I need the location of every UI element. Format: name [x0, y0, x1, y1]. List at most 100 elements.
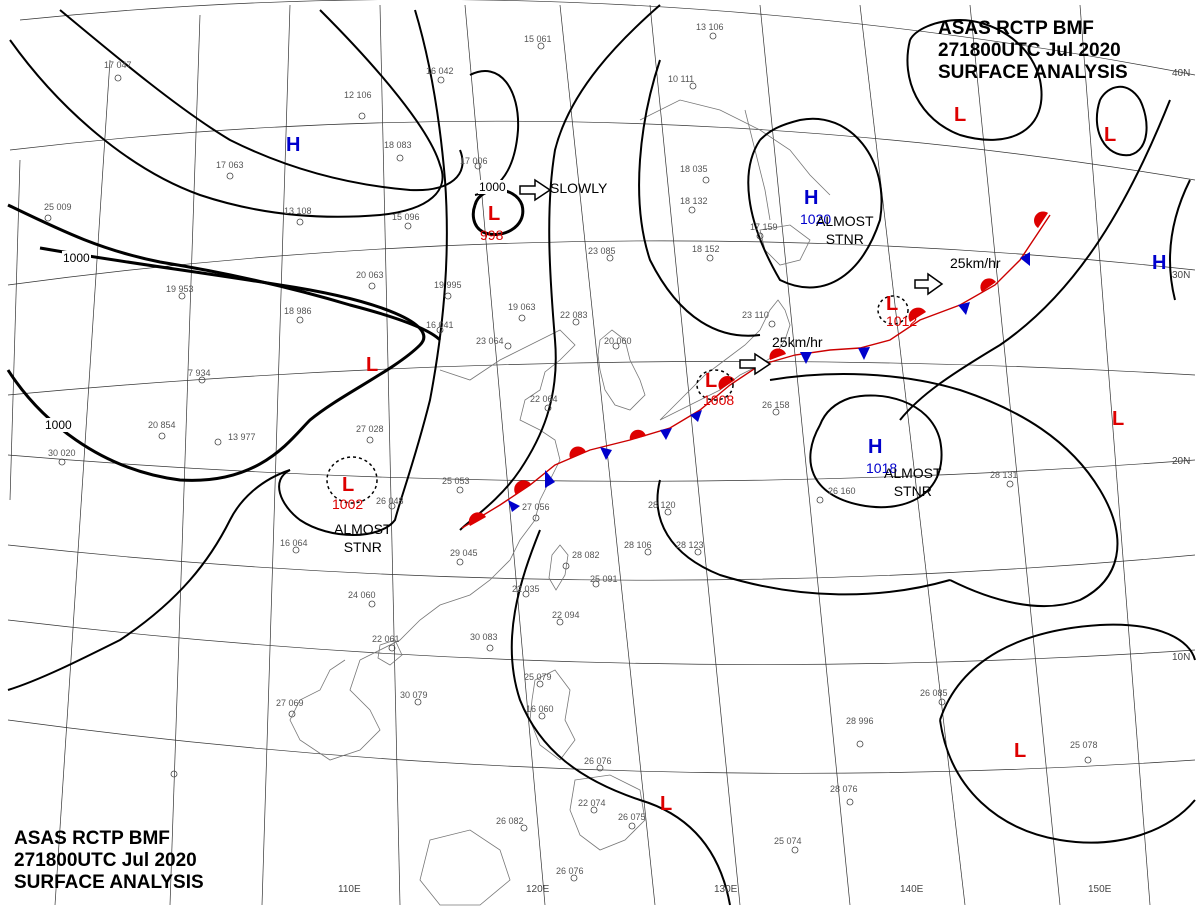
station-plot: 28 076 — [830, 784, 858, 794]
station-plot: 24 060 — [348, 590, 376, 600]
coast-vietnam — [289, 659, 381, 761]
station-plot: 15 096 — [392, 212, 420, 222]
low-center-central: L — [705, 370, 718, 392]
front-speed-label-w: 25km/hr — [772, 334, 823, 350]
note-line: ALMOST — [334, 521, 392, 537]
isobars — [6, 4, 1196, 906]
station-plot: 7 934 — [188, 368, 211, 378]
dashed-circle-east — [877, 295, 909, 325]
station-plot: 23 064 — [476, 336, 504, 346]
dashed-circle-central — [696, 369, 734, 401]
lat-label-40n: 40N — [1172, 68, 1191, 79]
low-center-ne: L — [954, 104, 967, 126]
front-cold-pips — [508, 252, 1030, 512]
almost-stationary-note-sw: ALMOST STNR — [334, 520, 392, 556]
isobar-se-low — [939, 623, 1196, 844]
high-center-nw: H — [286, 134, 301, 156]
station-plot: 26 075 — [618, 812, 646, 822]
station-plot: 15 061 — [524, 34, 552, 44]
station-plot: 13 108 — [284, 206, 312, 216]
station-plot: 20 063 — [356, 270, 384, 280]
station-plot: 30 083 — [470, 632, 498, 642]
almost-stationary-note-e: ALMOST STNR — [884, 464, 942, 500]
station-plot: 17 006 — [460, 156, 488, 166]
chart-header-bottom: ASAS RCTP BMF 271800UTC Jul 2020 SURFACE… — [14, 828, 204, 894]
lon-line-145e — [969, 4, 1061, 906]
station-plot: 17 047 — [104, 60, 132, 70]
isobar-label-1000-nw: 1000 — [62, 251, 91, 265]
note-line: ALMOST — [884, 465, 942, 481]
header-line-3: SURFACE ANALYSIS — [938, 62, 1128, 83]
lon-line-95e — [9, 159, 21, 501]
high-center-east-value: 1020 — [800, 211, 832, 227]
low-center-se: L — [1014, 740, 1027, 762]
coast-luzon — [529, 669, 576, 761]
dashed-circle-sw — [326, 456, 378, 504]
station-plot: 18 132 — [680, 196, 708, 206]
isobar-far-east — [1169, 179, 1191, 301]
station-plot: 30 020 — [48, 448, 76, 458]
station-plot: 18 152 — [692, 244, 720, 254]
header-line-2: 271800UTC Jul 2020 — [938, 40, 1121, 61]
station-plot: 23 110 — [742, 310, 769, 320]
lon-label-110e: 110E — [338, 884, 361, 895]
arrow-front-e — [914, 272, 944, 296]
lat-line-20n — [7, 454, 1196, 482]
station-plot: 25 009 — [44, 202, 72, 212]
isobar-ne-small-low — [1095, 85, 1148, 157]
station-plot: 25 053 — [442, 476, 470, 486]
lon-line-115e — [379, 4, 401, 906]
front-warm-pips — [468, 211, 1048, 526]
station-plot: 22 064 — [530, 394, 558, 404]
station-markers — [44, 32, 1092, 882]
station-plot: 12 106 — [344, 90, 372, 100]
lon-label-150e: 150E — [1088, 884, 1112, 895]
coast-china — [359, 329, 576, 661]
station-plot: 20 060 — [604, 336, 632, 346]
lat-line-5n — [7, 719, 1196, 774]
station-plot: 27 028 — [356, 424, 384, 434]
station-plot: 26 085 — [920, 688, 948, 698]
low-center-sw-value: 1002 — [332, 496, 364, 512]
station-plot: 10 111 — [668, 74, 695, 84]
station-plot: 17 063 — [216, 160, 244, 170]
lat-label-20n: 20N — [1172, 456, 1191, 467]
station-plot: 16 041 — [426, 320, 454, 330]
isobar-ne-arc — [899, 99, 1171, 421]
station-plot: 27 056 — [522, 502, 550, 512]
chart-header-top: ASAS RCTP BMF 271800UTC Jul 2020 SURFACE… — [938, 18, 1128, 84]
high-center-se: H — [868, 436, 883, 458]
station-plot: 22 094 — [552, 610, 580, 620]
station-plot: 18 083 — [384, 140, 412, 150]
lon-line-135e — [759, 4, 851, 906]
station-plot: 26 160 — [828, 486, 856, 496]
low-center-far-ne: L — [1104, 124, 1117, 146]
lon-line-105e — [169, 14, 201, 906]
station-plot: 13 977 — [228, 432, 256, 442]
low-center-east-open: L — [1112, 408, 1125, 430]
low-center-north-value: 998 — [480, 227, 504, 243]
lon-label-120e: 120E — [526, 884, 550, 895]
coast-taiwan — [548, 544, 569, 591]
isobar-nw-1000 — [7, 203, 442, 342]
station-plot: 16 042 — [426, 66, 454, 76]
isobar-nw-1004 — [59, 9, 464, 192]
station-plot: 26 076 — [584, 756, 612, 766]
high-center-se-value: 1018 — [866, 460, 898, 476]
footer-line-3: SURFACE ANALYSIS — [14, 872, 204, 893]
station-plot: 17 159 — [750, 222, 778, 232]
arrow-front-w — [739, 352, 772, 376]
low-center-central-value: 1008 — [703, 392, 735, 408]
isobar-south-long — [656, 479, 951, 596]
isobar-sw-1008 — [7, 469, 291, 691]
lat-label-10n: 10N — [1172, 652, 1191, 663]
coast-russia — [639, 99, 831, 196]
station-plot: 28 123 — [676, 540, 704, 550]
station-plot: 13 106 — [696, 22, 724, 32]
isobar-west-1000 — [6, 246, 426, 482]
station-plot: 22 061 — [372, 634, 400, 644]
low-center-east: L — [886, 293, 899, 315]
isobar-south-west — [510, 529, 731, 906]
station-plot: 20 854 — [148, 420, 176, 430]
isobar-label-1000-low: 1000 — [478, 180, 507, 194]
